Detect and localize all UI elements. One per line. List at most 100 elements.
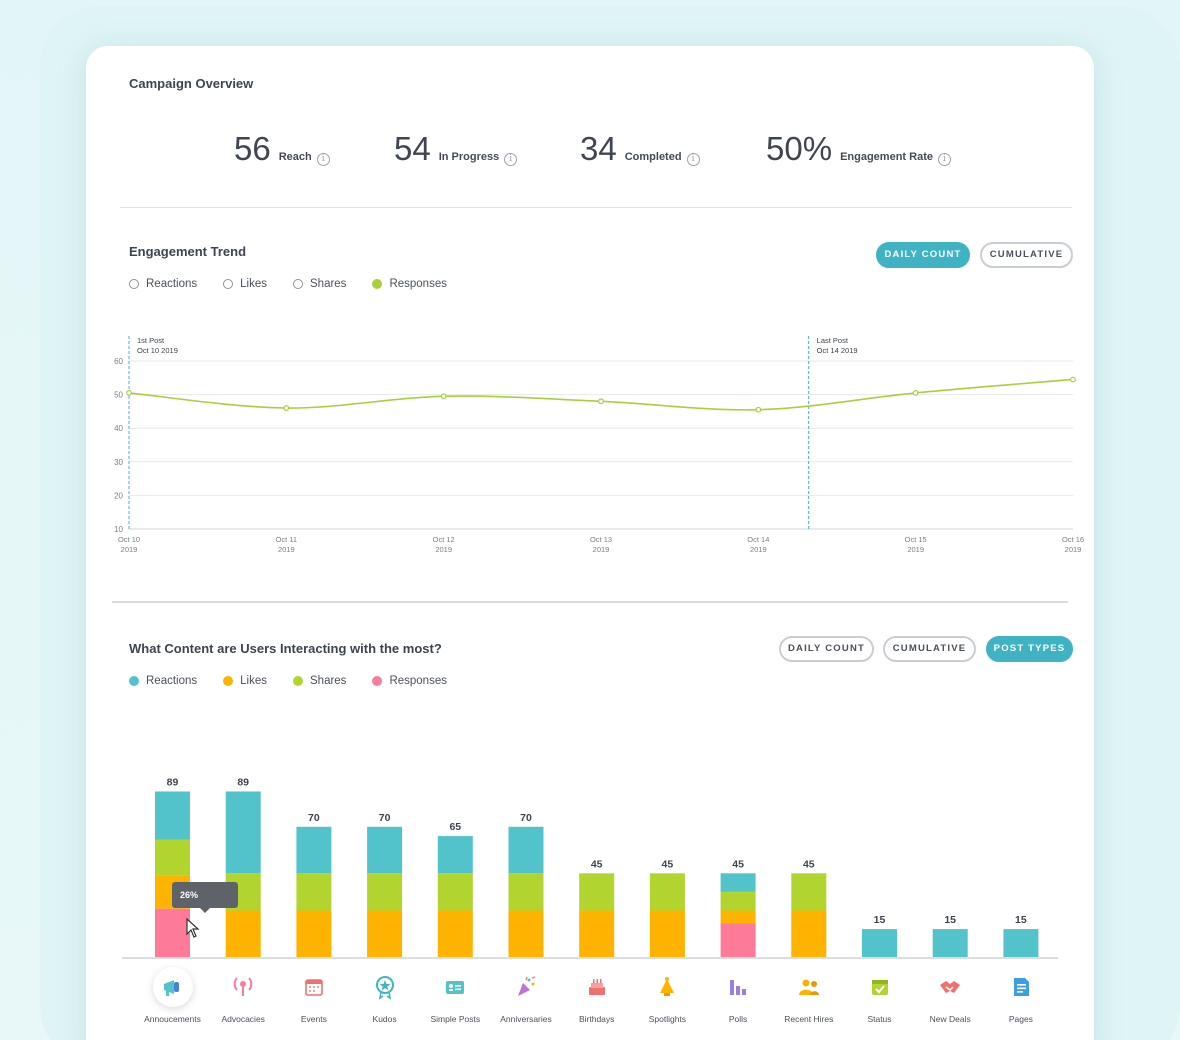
content-legend-reactions[interactable]: Reactions — [129, 675, 197, 687]
id-card-icon — [415, 972, 495, 1002]
info-icon[interactable]: i — [504, 153, 518, 166]
legend-label: Reactions — [146, 278, 198, 290]
trend-legend-likes[interactable]: Likes — [223, 278, 267, 290]
bar-segment-shares — [579, 873, 615, 911]
spotlight-icon — [627, 972, 707, 1002]
bar-total-label: 89 — [237, 776, 249, 788]
trend-daily-count-button[interactable]: DAILY COUNT — [876, 242, 970, 268]
post-type-kudos[interactable]: Kudos — [345, 972, 425, 1024]
trend-legend-responses[interactable]: Responses — [372, 278, 447, 290]
section-divider — [120, 207, 1072, 208]
bar-segment-shares — [437, 873, 473, 911]
legend-label: Shares — [310, 278, 347, 290]
post-type-anniversaries[interactable]: Anniversaries — [486, 972, 566, 1024]
post-type-status[interactable]: Status — [840, 972, 920, 1024]
post-type-label: Birthdays — [578, 1014, 615, 1024]
post-marker-title: 1st Post — [137, 336, 165, 345]
page-document-icon — [981, 972, 1061, 1002]
x-tick-label: 2019 — [435, 545, 452, 554]
kpi-in-progress: 54 In Progress i — [394, 130, 518, 168]
data-point — [912, 390, 919, 396]
section-divider — [112, 601, 1068, 603]
bar-segment-responses — [155, 908, 190, 957]
post-marker-title: Last Post — [817, 336, 849, 345]
bar-total-label: 45 — [732, 858, 744, 870]
shares-dot-icon — [293, 676, 303, 686]
y-tick-label: 40 — [114, 424, 123, 433]
overview-title: Campaign Overview — [129, 76, 254, 91]
x-tick-label: 2019 — [121, 545, 138, 554]
post-type-simple-posts[interactable]: Simple Posts — [415, 972, 495, 1024]
trend-legend: Reactions Likes Shares Responses — [129, 278, 473, 290]
content-daily-count-button[interactable]: DAILY COUNT — [779, 636, 874, 662]
kpi-value: 50% — [766, 130, 833, 167]
bar-segment-likes — [791, 910, 827, 957]
post-type-label: Status — [867, 1014, 892, 1024]
kpi-value: 54 — [394, 130, 431, 167]
y-tick-label: 30 — [114, 458, 123, 467]
post-type-pages[interactable]: Pages — [981, 972, 1061, 1024]
post-type-annoucements[interactable]: Annoucements — [133, 967, 213, 1024]
bar-segment-reactions — [367, 826, 403, 874]
bar-total-label: 70 — [379, 812, 391, 824]
bar-total-label: 15 — [944, 914, 956, 926]
dashboard-card: Campaign Overview 56 Reach i 54 In Progr… — [86, 46, 1094, 1040]
kpi-completed: 34 Completed i — [580, 130, 700, 168]
post-type-new-deals[interactable]: New Deals — [910, 972, 990, 1024]
info-icon[interactable]: i — [686, 153, 700, 166]
y-tick-label: 50 — [114, 391, 123, 400]
content-interaction-chart: 89 89 70 70 65 70 45 45 45 45 15 15 15 — [122, 776, 1058, 959]
kpi-label: Engagement Rate — [840, 151, 933, 163]
bar-segment-likes — [437, 910, 473, 957]
bar-total-label: 70 — [520, 812, 532, 824]
trend-title: Engagement Trend — [129, 244, 247, 259]
content-legend-responses[interactable]: Responses — [372, 675, 447, 687]
trend-legend-reactions[interactable]: Reactions — [129, 278, 197, 290]
legend-label: Reactions — [146, 675, 198, 687]
radio-icon — [129, 279, 139, 289]
bar-segment-reactions — [1003, 929, 1039, 957]
bar-segment-shares — [367, 873, 403, 911]
bar-total-label: 45 — [662, 858, 674, 870]
trend-legend-shares[interactable]: Shares — [293, 278, 346, 290]
content-cumulative-button[interactable]: CUMULATIVE — [883, 636, 976, 662]
bar-segment-likes — [579, 910, 615, 957]
legend-label: Likes — [240, 278, 267, 290]
info-icon[interactable]: i — [316, 153, 330, 166]
kpi-label: Completed — [624, 151, 682, 163]
x-tick-label: Oct 16 — [1062, 535, 1084, 544]
bar-segment-likes — [296, 910, 332, 957]
post-marker-date: Oct 10 2019 — [137, 346, 178, 355]
content-legend-shares[interactable]: Shares — [293, 675, 346, 687]
post-type-polls[interactable]: Polls — [698, 972, 778, 1024]
legend-label: Likes — [240, 675, 267, 687]
radio-icon — [223, 279, 234, 289]
bar-segment-shares — [296, 873, 332, 911]
y-tick-label: 10 — [114, 525, 123, 534]
trend-cumulative-button[interactable]: CUMULATIVE — [980, 242, 1073, 268]
x-tick-label: Oct 11 — [276, 535, 298, 544]
post-type-advocacies[interactable]: Advocacies — [203, 972, 283, 1024]
responses-dot-icon — [372, 676, 383, 686]
content-title: What Content are Users Interacting with … — [129, 641, 442, 656]
legend-label: Responses — [389, 675, 447, 687]
post-type-events[interactable]: Events — [274, 972, 354, 1024]
content-legend-likes[interactable]: Likes — [223, 675, 267, 687]
broadcast-icon — [203, 972, 283, 1002]
post-type-birthdays[interactable]: Birthdays — [557, 972, 637, 1024]
content-post-types-button[interactable]: POST TYPES — [986, 636, 1073, 662]
info-icon[interactable]: i — [937, 153, 951, 166]
bar-segment-reactions — [508, 826, 544, 874]
likes-dot-icon — [223, 676, 234, 686]
post-type-spotlights[interactable]: Spotlights — [627, 972, 707, 1024]
bar-segment-likes — [367, 910, 403, 957]
poll-chart-icon — [698, 972, 778, 1002]
bar-segment-likes — [720, 910, 756, 924]
post-type-label: New Deals — [929, 1014, 971, 1024]
x-tick-label: Oct 15 — [905, 535, 927, 544]
post-type-recent-hires[interactable]: Recent Hires — [769, 972, 849, 1024]
bar-segment-reactions — [296, 826, 332, 874]
people-icon — [769, 972, 849, 1002]
bar-segment-shares — [720, 891, 756, 911]
